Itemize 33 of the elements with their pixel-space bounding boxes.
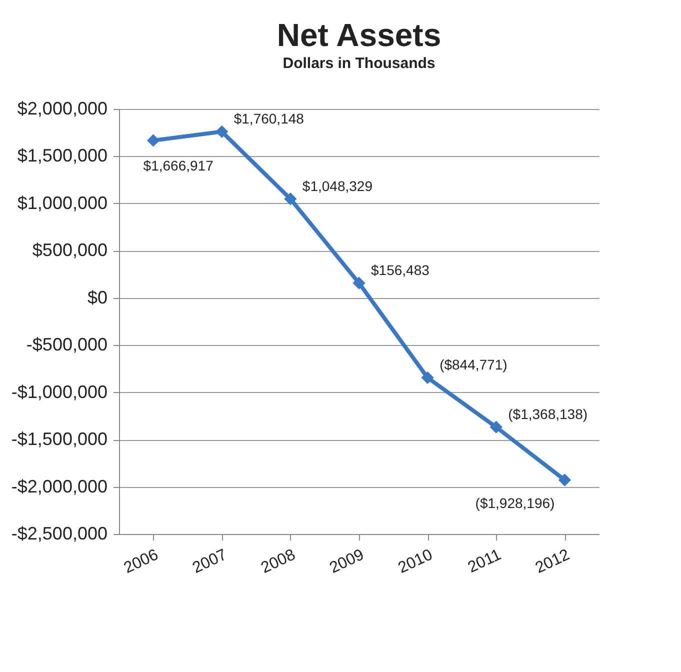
data-label: $156,483: [371, 262, 430, 278]
x-tick-label: 2011: [465, 546, 504, 576]
point: [352, 276, 366, 290]
y-tick-label: $2,000,000: [17, 98, 108, 118]
y-tick-label: $0: [87, 287, 108, 308]
x-tick-label: 2008: [258, 546, 298, 577]
data-label: ($1,928,196): [475, 494, 555, 511]
y-tick-label: $500,000: [32, 240, 108, 260]
y-tick-label: $1,000,000: [17, 192, 108, 213]
data-label: ($1,368,138): [508, 406, 588, 422]
x-tick-label: 2012: [532, 546, 572, 577]
point: [490, 420, 502, 434]
y-tick-label: -$2,000,000: [11, 476, 108, 496]
point: [421, 371, 434, 384]
x-tick-label: 2007: [190, 546, 230, 577]
chart-title: Net Assets: [276, 17, 442, 53]
chart-subtitle: Dollars in Thousands: [282, 55, 436, 72]
y-tick-label: $1,500,000: [17, 146, 108, 166]
y-tick-label: -$2,500,000: [11, 524, 108, 544]
point: [284, 192, 297, 206]
point: [216, 125, 228, 138]
data-label: ($844,771): [440, 356, 508, 373]
data-label: $1,666,917: [143, 157, 214, 174]
data-label: $1,048,329: [302, 178, 373, 194]
point: [146, 134, 160, 147]
x-tick-label: 2009: [327, 546, 367, 577]
y-tick-label: -$1,500,000: [11, 429, 108, 450]
x-tick-label: 2010: [396, 546, 436, 577]
y-tick-label: -$500,000: [26, 334, 108, 355]
data-label: $1,760,148: [234, 110, 304, 127]
y-tick-label: -$1,000,000: [11, 382, 108, 402]
x-tick-label: 2006: [122, 546, 162, 577]
point: [558, 474, 572, 486]
